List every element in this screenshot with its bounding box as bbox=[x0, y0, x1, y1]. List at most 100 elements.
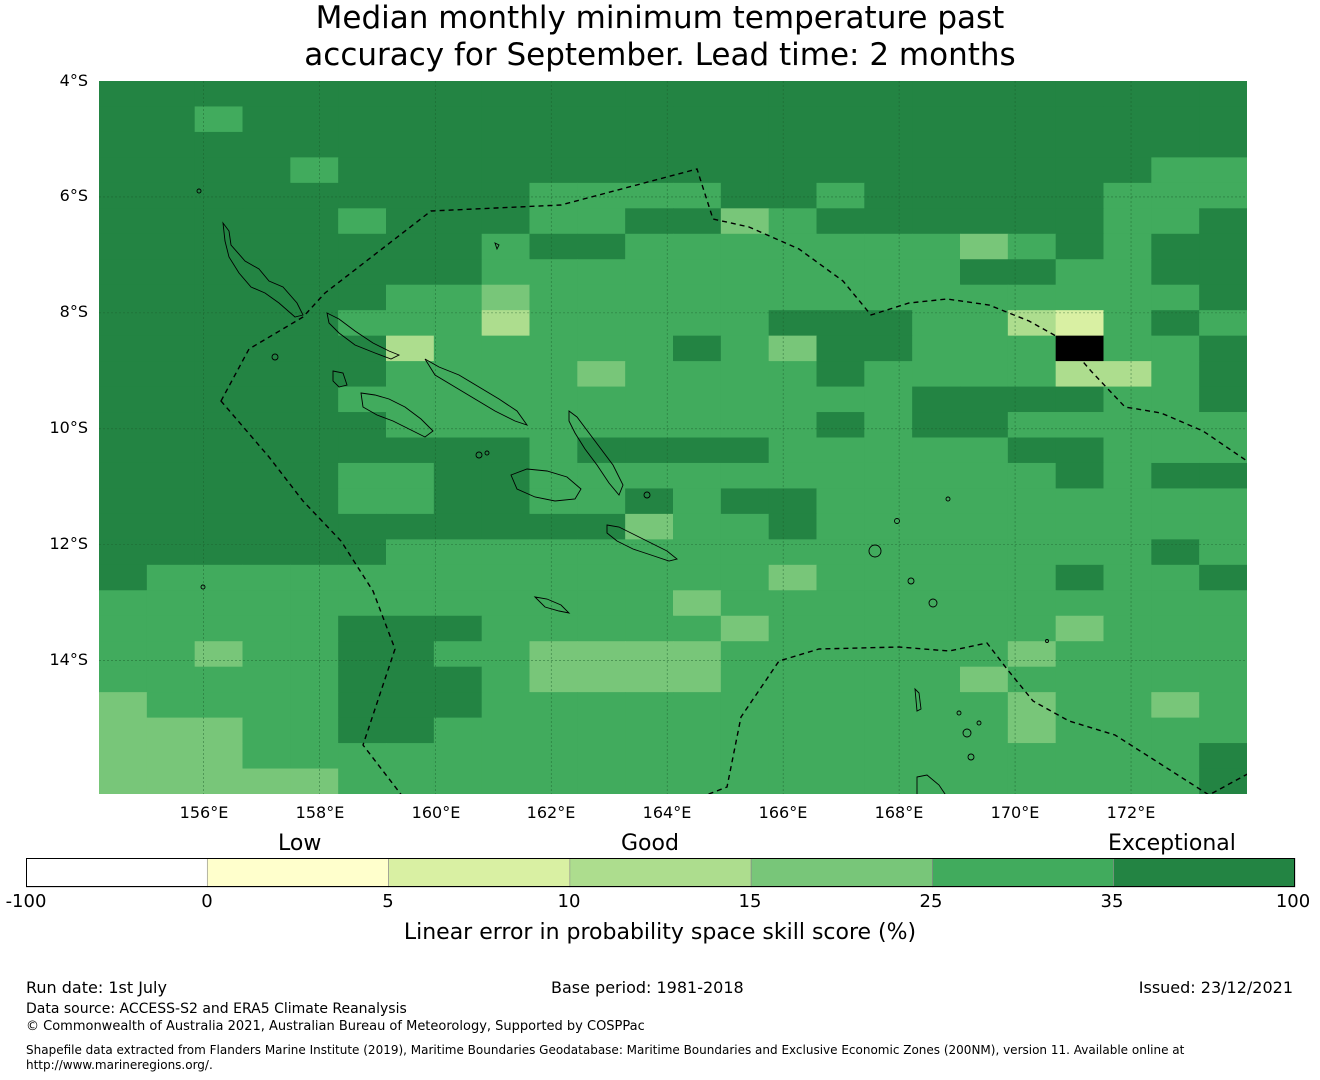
grid-cell bbox=[577, 81, 626, 108]
grid-cell bbox=[912, 106, 961, 133]
grid-cell bbox=[242, 259, 291, 286]
grid-cell bbox=[1199, 81, 1247, 108]
grid-cell bbox=[768, 590, 818, 617]
grid-cell bbox=[529, 437, 578, 464]
grid-cell bbox=[1055, 361, 1105, 388]
grid-cell bbox=[577, 462, 626, 490]
grid-cell bbox=[816, 157, 865, 184]
island-small bbox=[894, 518, 900, 524]
grid-cell bbox=[960, 564, 1009, 591]
grid-cell bbox=[433, 615, 483, 642]
grid-cell bbox=[99, 437, 148, 464]
grid-cell bbox=[673, 462, 722, 490]
island-small bbox=[1045, 639, 1049, 643]
grid-cell bbox=[577, 768, 626, 794]
skill-score-map bbox=[99, 81, 1247, 794]
grid-cell bbox=[768, 284, 818, 311]
grid-cell bbox=[673, 361, 722, 388]
grid-cell bbox=[577, 641, 626, 668]
grid-cell bbox=[816, 131, 865, 158]
grid-cell bbox=[960, 539, 1009, 566]
lat-label: 14°S bbox=[49, 650, 88, 669]
grid-cell bbox=[1055, 310, 1105, 337]
grid-cell bbox=[577, 743, 626, 770]
grid-cell bbox=[99, 768, 148, 794]
grid-cell bbox=[146, 284, 196, 311]
grid-cell bbox=[720, 743, 770, 770]
grid-cell bbox=[864, 106, 913, 133]
grid-cell bbox=[338, 488, 387, 515]
grid-cell bbox=[242, 641, 291, 668]
grid-cell bbox=[1103, 437, 1152, 464]
colorbar-segment bbox=[388, 858, 571, 888]
grid-cell bbox=[1007, 335, 1057, 362]
grid-cell bbox=[864, 412, 913, 439]
grid-cell bbox=[673, 590, 722, 617]
grid-cell bbox=[481, 717, 531, 744]
eez-boundaries bbox=[220, 168, 1247, 794]
grid-cell bbox=[625, 564, 674, 591]
grid-cell bbox=[242, 462, 291, 490]
grid-cell bbox=[1103, 692, 1152, 719]
grid-cell bbox=[529, 641, 578, 668]
grid-cell bbox=[99, 131, 148, 158]
eez-solomon-islands bbox=[220, 168, 1247, 794]
grid-cell bbox=[1199, 259, 1247, 286]
grid-cell bbox=[816, 692, 865, 719]
grid-cell bbox=[1007, 259, 1057, 286]
grid-cell bbox=[720, 590, 770, 617]
grid-cell bbox=[194, 717, 244, 744]
grid-cell bbox=[99, 692, 148, 719]
grid-cell bbox=[1007, 386, 1057, 413]
grid-cell bbox=[242, 208, 291, 235]
grid-cell bbox=[625, 259, 674, 286]
grid-cell bbox=[1103, 564, 1152, 591]
grid-cell bbox=[1151, 157, 1200, 184]
grid-cell bbox=[577, 564, 626, 591]
grid-cell bbox=[912, 335, 961, 362]
island-torres bbox=[914, 687, 922, 712]
grid-cell bbox=[1151, 590, 1200, 617]
grid-cell bbox=[816, 233, 865, 260]
grid-cell bbox=[625, 717, 674, 744]
grid-cell bbox=[529, 590, 578, 617]
grid-cell bbox=[386, 641, 435, 668]
grid-cell bbox=[577, 182, 626, 209]
grid-cell bbox=[99, 310, 148, 337]
lon-label: 170°E bbox=[990, 803, 1040, 822]
grid-cell bbox=[1151, 81, 1200, 108]
grid-cell bbox=[242, 233, 291, 260]
grid-cell bbox=[864, 692, 913, 719]
grid-cell bbox=[768, 310, 818, 337]
grid-cell bbox=[1199, 208, 1247, 235]
colorbar-segment bbox=[569, 858, 752, 888]
grid-cell bbox=[912, 641, 961, 668]
grid-cell bbox=[768, 641, 818, 668]
grid-cell bbox=[338, 361, 387, 388]
grid-cell bbox=[1199, 666, 1247, 693]
grid-cell bbox=[768, 666, 818, 693]
grid-cell bbox=[816, 513, 865, 540]
grid-cell bbox=[386, 182, 435, 209]
grid-cell bbox=[625, 692, 674, 719]
grid-cell bbox=[481, 284, 531, 311]
grid-cell bbox=[768, 717, 818, 744]
grid-cell bbox=[99, 666, 148, 693]
grid-cell bbox=[529, 259, 578, 286]
grid-cell bbox=[816, 615, 865, 642]
grid-cell bbox=[146, 666, 196, 693]
grid-cell bbox=[433, 539, 483, 566]
grid-cell bbox=[338, 335, 387, 362]
grid-cell bbox=[146, 717, 196, 744]
grid-cell bbox=[99, 182, 148, 209]
grid-cell bbox=[290, 208, 339, 235]
grid-cell bbox=[338, 513, 387, 540]
island-small bbox=[868, 544, 882, 558]
grid-cell bbox=[673, 284, 722, 311]
grid-cell bbox=[720, 641, 770, 668]
grid-cell bbox=[1151, 361, 1200, 388]
grid-cell bbox=[481, 259, 531, 286]
grid-cell bbox=[673, 131, 722, 158]
grid-cell bbox=[768, 539, 818, 566]
island-espiritu-santo bbox=[916, 774, 946, 794]
